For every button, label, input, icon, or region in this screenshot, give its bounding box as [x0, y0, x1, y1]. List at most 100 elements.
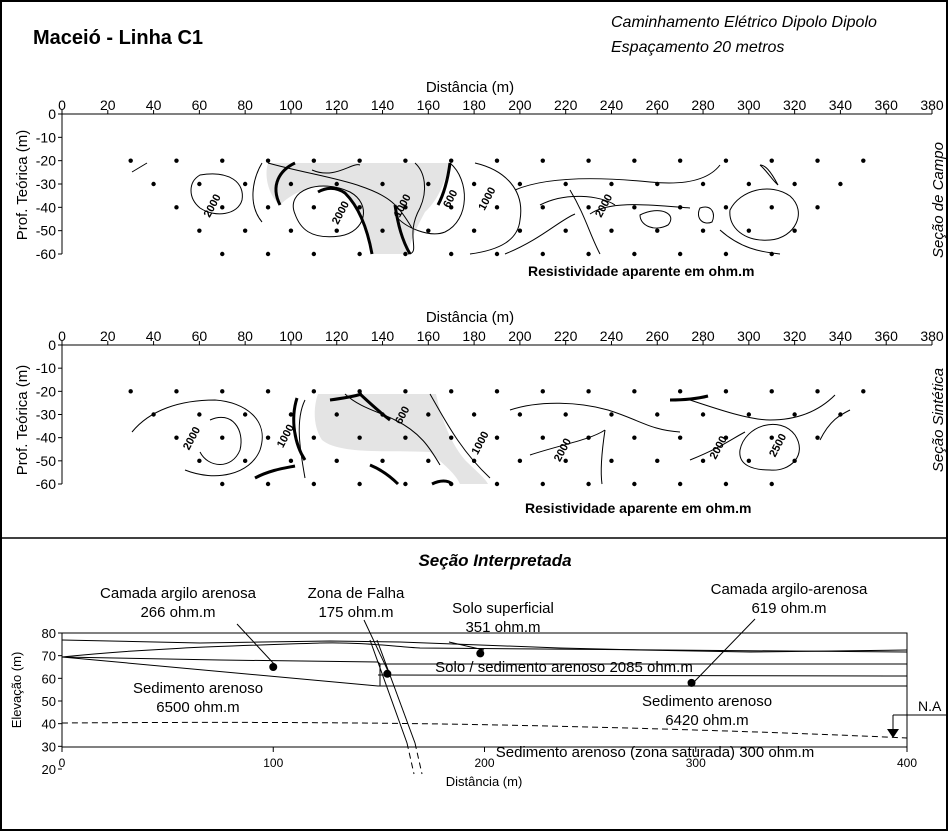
data-point — [517, 181, 523, 187]
data-point — [769, 205, 774, 210]
data-point — [746, 458, 752, 464]
y-tick-label: 50 — [42, 694, 56, 709]
y-tick-label: -30 — [36, 407, 56, 423]
data-point — [677, 205, 683, 210]
panel-secao-campo: Distância (m) 0 20 40 60 80 100 120 140 160 180 20… — [14, 79, 947, 279]
x-tick-label: 80 — [237, 328, 253, 344]
data-point — [540, 389, 545, 394]
data-point — [769, 158, 774, 163]
data-point — [540, 205, 545, 210]
x-tick-label: 140 — [371, 328, 395, 344]
x-tick-label: 160 — [417, 97, 441, 113]
y-tick-label: 40 — [42, 717, 56, 732]
panel1-bold-contours — [274, 161, 452, 255]
x-tick-label: 220 — [554, 97, 578, 113]
data-point — [769, 435, 774, 440]
data-point — [380, 412, 385, 417]
data-point — [517, 228, 523, 233]
data-point — [494, 251, 500, 257]
layer6-value: 6500 ohm.m — [156, 699, 239, 716]
data-point — [746, 181, 752, 187]
x-tick-label: 20 — [100, 97, 116, 113]
panel2-xlabel: Distância (m) — [426, 309, 514, 326]
x-tick-label: 40 — [146, 97, 162, 113]
data-point — [517, 412, 523, 417]
data-point — [494, 481, 500, 487]
x-tick-label: 200 — [508, 328, 532, 344]
x-tick-label: 0 — [59, 756, 66, 770]
data-point — [563, 228, 568, 233]
data-point — [311, 251, 317, 257]
data-point — [151, 181, 156, 187]
data-point — [792, 458, 797, 464]
data-point — [357, 251, 362, 257]
data-point — [334, 458, 339, 464]
data-point — [242, 228, 248, 233]
layer-point — [269, 663, 278, 671]
x-tick-label: 320 — [783, 97, 807, 113]
x-tick-label: 280 — [691, 97, 715, 113]
data-point — [586, 205, 591, 210]
data-point — [700, 228, 706, 233]
y-tick-label: -20 — [36, 383, 56, 399]
data-point — [174, 205, 179, 210]
data-point — [357, 158, 362, 163]
data-point — [677, 158, 683, 163]
data-point — [242, 181, 248, 187]
data-point — [174, 389, 179, 394]
data-point — [288, 228, 294, 233]
data-point — [449, 481, 454, 487]
x-tick-label: 100 — [279, 328, 303, 344]
data-point — [288, 412, 294, 417]
data-point — [563, 458, 568, 464]
y-tick-label: -60 — [36, 246, 56, 262]
data-point — [220, 158, 225, 163]
data-point — [174, 158, 179, 163]
data-point — [769, 389, 774, 394]
data-point — [655, 181, 660, 187]
data-point — [723, 389, 729, 394]
data-point — [494, 389, 500, 394]
data-point — [586, 435, 591, 440]
data-point — [609, 181, 614, 187]
panel2-ylabel: Prof. Teórica (m) — [14, 365, 31, 476]
panel1-x-ticks: 0 20 40 60 80 100 120 140 160 180 200 220 240 260 280 3… — [58, 97, 944, 114]
panel3-leader-lines — [236, 618, 756, 683]
x-tick-label: 260 — [646, 97, 670, 113]
panel3-dashed-lines — [61, 721, 908, 775]
x-tick-label: 60 — [192, 97, 208, 113]
data-point — [586, 481, 591, 487]
panel2-bold-contours — [254, 392, 709, 486]
x-tick-label: 40 — [146, 328, 162, 344]
layer6-name: Sedimento arenoso — [133, 680, 263, 697]
data-point — [197, 458, 202, 464]
panel1-section-label: Seção de Campo — [930, 142, 947, 258]
data-point — [380, 181, 385, 187]
data-point — [128, 389, 133, 394]
y-tick-label: -50 — [36, 223, 56, 239]
panel-secao-sintetica: Distância (m) 0 20 40 60 80 100 120 140 160 180 20… — [14, 309, 947, 516]
data-point — [563, 412, 568, 417]
panel3-layer-boundaries — [61, 639, 908, 744]
y-tick-label: 0 — [48, 337, 56, 353]
x-tick-label: 100 — [263, 756, 283, 770]
y-tick-label: -50 — [36, 453, 56, 469]
panel3-ylabel: Elevação (m) — [9, 652, 24, 729]
y-tick-label: -20 — [36, 153, 56, 169]
data-point — [540, 251, 545, 257]
data-point — [265, 205, 271, 210]
x-tick-label: 140 — [371, 97, 395, 113]
data-point — [632, 205, 637, 210]
data-point — [242, 458, 248, 464]
x-tick-label: 0 — [58, 328, 66, 344]
x-tick-label: 300 — [737, 97, 761, 113]
data-point — [471, 228, 477, 233]
data-point — [471, 181, 477, 187]
panel2-contours — [131, 393, 851, 485]
data-point — [655, 458, 660, 464]
data-point — [723, 158, 729, 163]
x-tick-label: 100 — [279, 97, 303, 113]
figure-title: Maceió - Linha C1 — [33, 27, 203, 49]
data-point — [494, 435, 500, 440]
data-point — [632, 435, 637, 440]
